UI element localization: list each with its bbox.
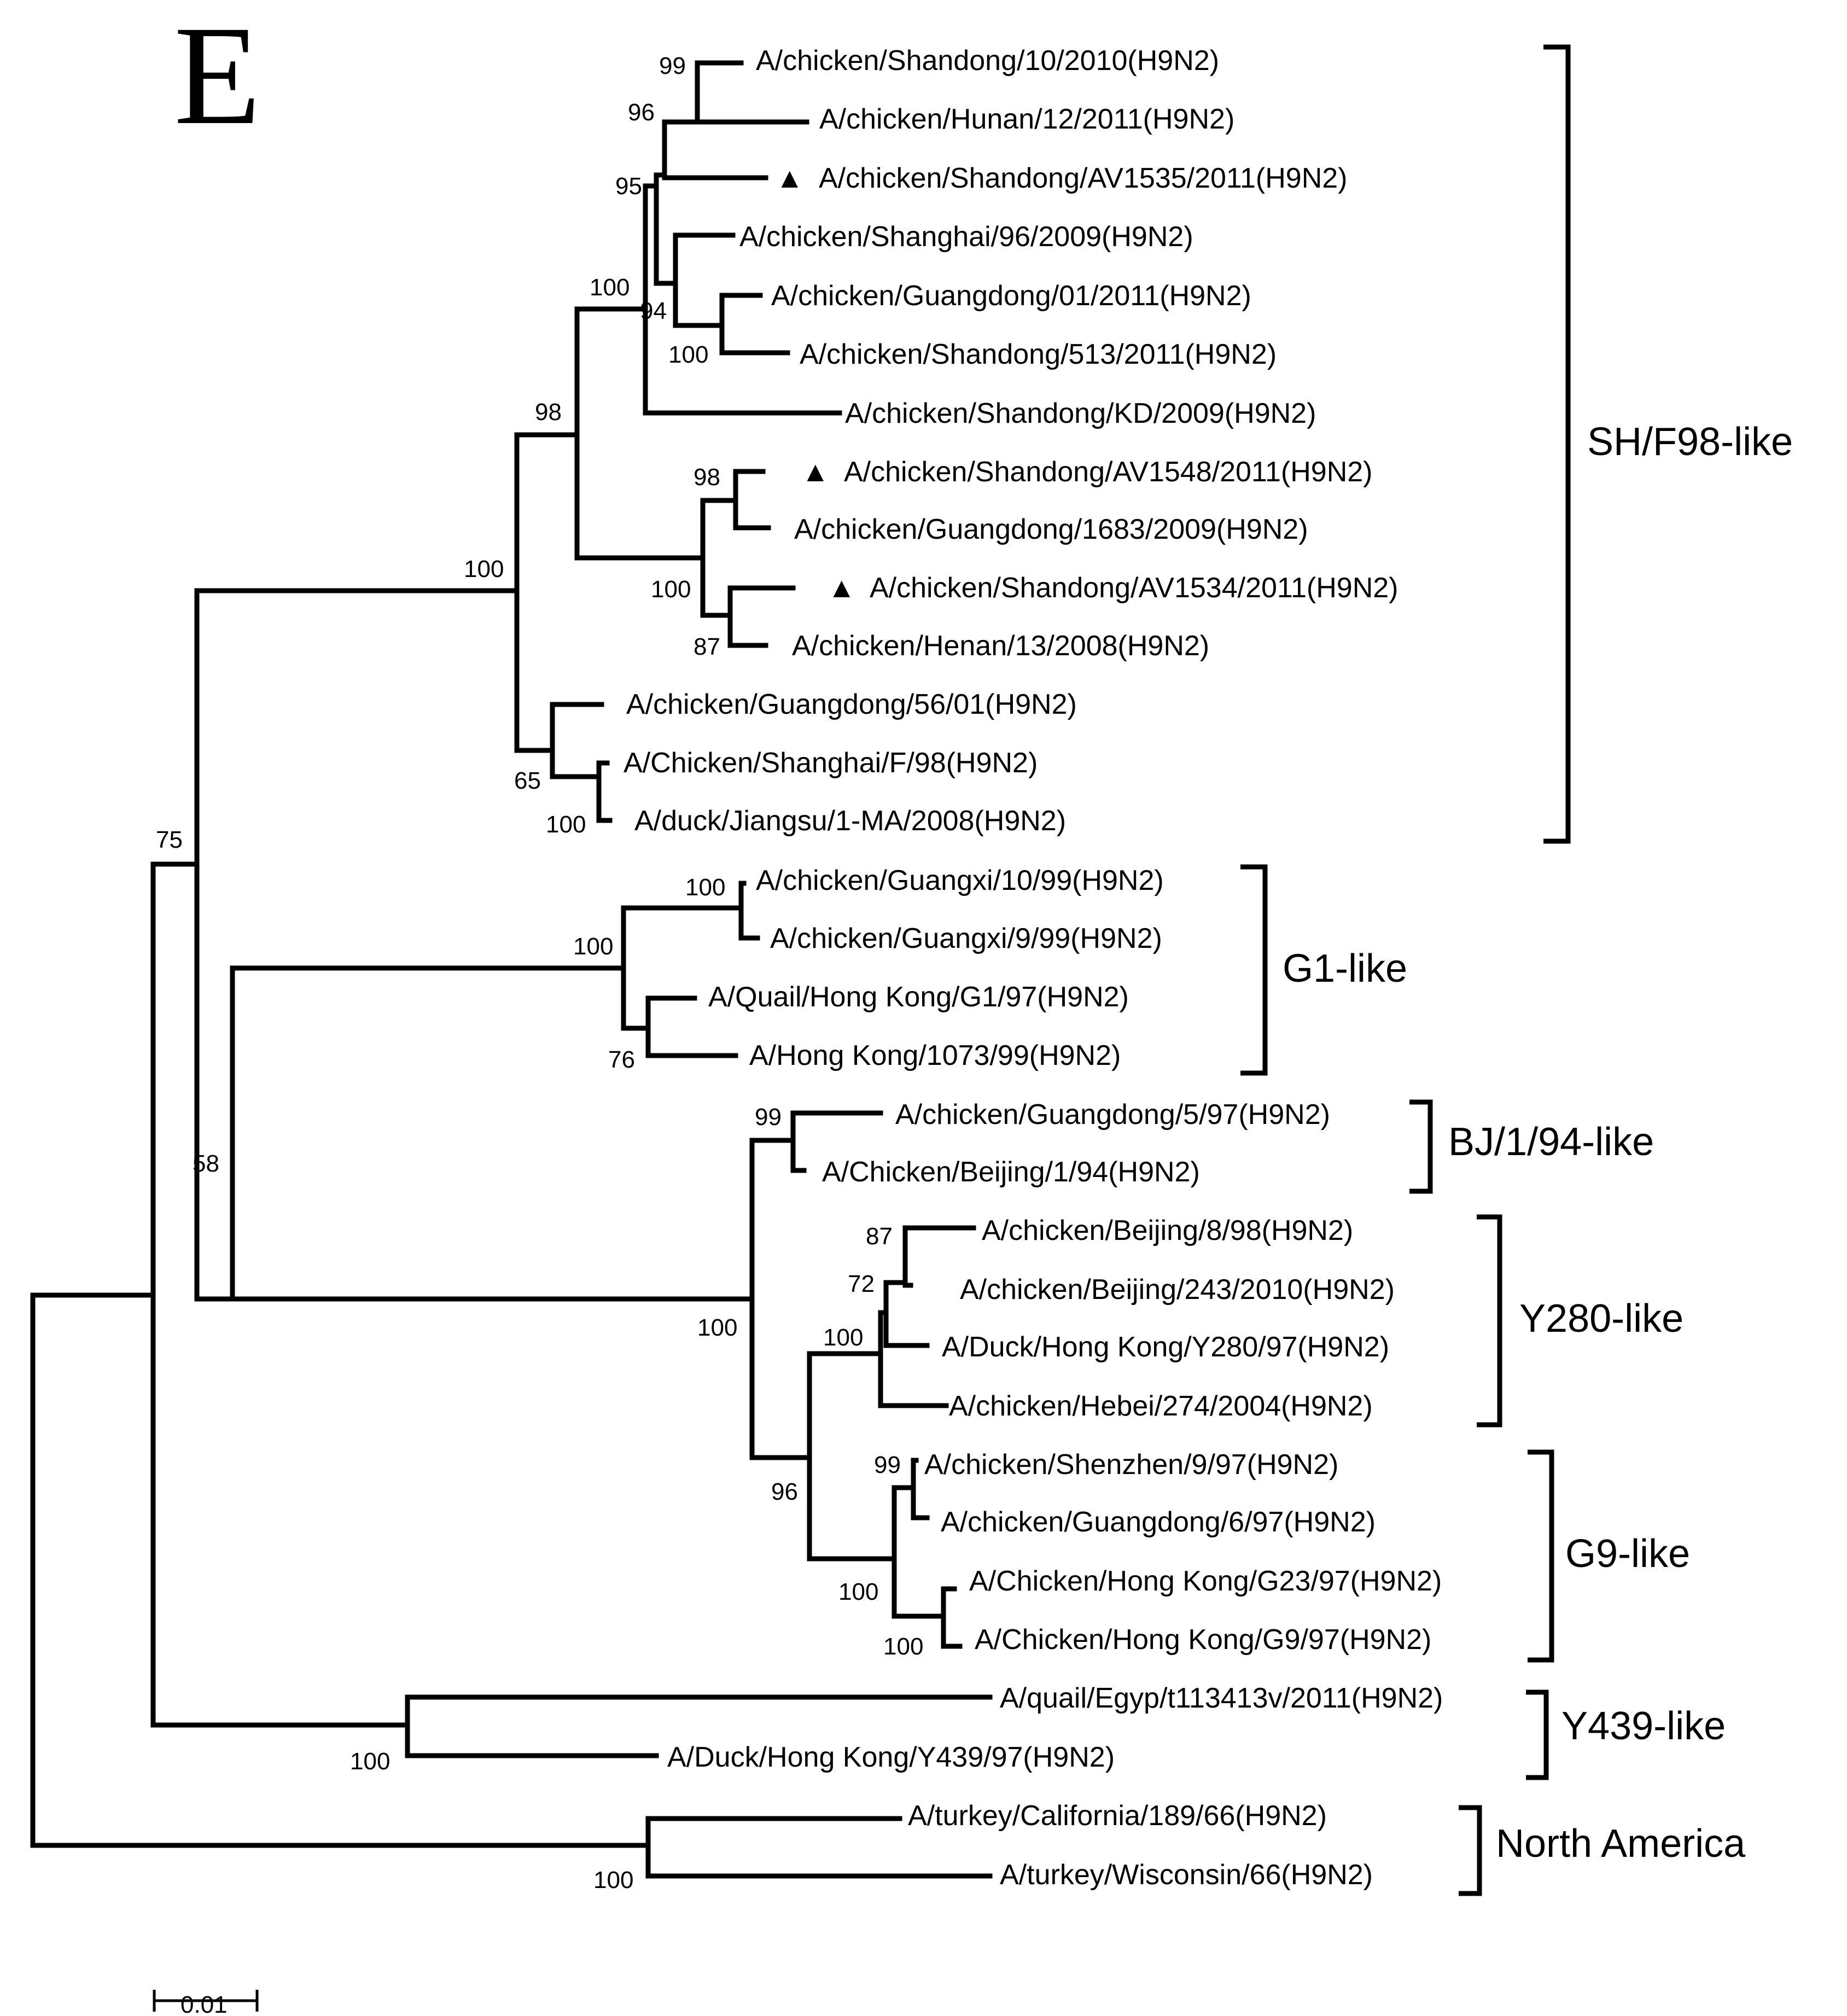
taxon-label: A/chicken/Shandong/AV1534/2011(H9N2): [870, 572, 1399, 604]
taxon-label: A/Chicken/Hong Kong/G9/97(H9N2): [975, 1624, 1431, 1656]
bootstrap-label: 87: [866, 1223, 893, 1250]
bootstrap-label: 100: [651, 576, 691, 603]
bootstrap-label: 99: [874, 1452, 901, 1478]
bootstrap-label: 100: [593, 1867, 633, 1893]
taxon-label: A/chicken/Guangdong/56/01(H9N2): [626, 689, 1077, 720]
bootstrap-label: 100: [573, 933, 613, 960]
bootstrap-label: 96: [628, 99, 655, 126]
bootstrap-label: 58: [193, 1150, 219, 1177]
tree-branches: [30, 60, 993, 1879]
taxon-label: A/turkey/Wisconsin/66(H9N2): [1000, 1859, 1373, 1891]
taxon-label: A/chicken/Shenzhen/9/97(H9N2): [924, 1449, 1338, 1481]
scale-bar-label: 0.01: [180, 1991, 228, 2016]
taxon-label: A/chicken/Shandong/KD/2009(H9N2): [845, 398, 1316, 429]
clade-bracket-north-america: [1459, 1805, 1482, 1896]
taxon-labels: A/chicken/Shandong/10/2010(H9N2) A/chick…: [624, 45, 1443, 1891]
bootstrap-label: 100: [590, 274, 630, 301]
clade-labels: SH/F98-like G1-like BJ/1/94-like Y280-li…: [1283, 420, 1793, 1866]
taxon-label: A/duck/Jiangsu/1-MA/2008(H9N2): [634, 805, 1066, 837]
taxon-label: A/chicken/Guangxi/10/99(H9N2): [756, 865, 1164, 896]
bootstrap-label: 96: [771, 1478, 798, 1505]
bootstrap-label: 94: [640, 298, 667, 324]
taxon-label: A/chicken/Henan/13/2008(H9N2): [792, 630, 1209, 662]
taxon-label: A/chicken/Guangdong/5/97(H9N2): [895, 1099, 1330, 1131]
clade-label-y439: Y439-like: [1561, 1704, 1726, 1748]
taxon-label: A/Duck/Hong Kong/Y439/97(H9N2): [667, 1741, 1115, 1773]
bootstrap-label: 100: [883, 1633, 923, 1660]
bootstrap-label: 98: [535, 399, 562, 426]
clade-bracket-g9: [1528, 1449, 1554, 1663]
bootstrap-label: 100: [697, 1314, 737, 1341]
bootstrap-label: 65: [514, 767, 541, 794]
triangle-marker-icon: ▲: [828, 572, 855, 604]
taxon-label: A/chicken/Hebei/274/2004(H9N2): [949, 1390, 1373, 1422]
bootstrap-label: 100: [546, 811, 586, 838]
taxon-label: A/chicken/Shandong/10/2010(H9N2): [756, 45, 1219, 77]
taxon-label: A/chicken/Beijing/8/98(H9N2): [982, 1215, 1353, 1246]
clade-bracket-y439: [1526, 1689, 1549, 1780]
clade-label-bj194: BJ/1/94-like: [1448, 1120, 1654, 1164]
taxon-label: A/chicken/Guangdong/6/97(H9N2): [941, 1506, 1376, 1538]
taxon-label: A/chicken/Guangdong/01/2011(H9N2): [771, 280, 1251, 312]
clade-label-north-america: North America: [1496, 1822, 1746, 1866]
clade-label-g9: G9-like: [1565, 1532, 1690, 1576]
clade-brackets: [1240, 44, 1571, 1896]
taxon-label: A/chicken/Hunan/12/2011(H9N2): [819, 103, 1234, 135]
clade-bracket-sh-f98: [1543, 44, 1571, 844]
bootstrap-label: 100: [350, 1748, 390, 1775]
bootstrap-values: 99 96 95 100 94 100 98 98 100 87 100 65 …: [156, 53, 923, 1893]
bootstrap-label: 100: [823, 1324, 863, 1351]
taxon-label: A/chicken/Shandong/AV1535/2011(H9N2): [819, 162, 1348, 194]
clade-bracket-y280: [1477, 1214, 1502, 1427]
bootstrap-label: 75: [156, 826, 183, 853]
taxon-label: A/chicken/Shanghai/96/2009(H9N2): [739, 221, 1193, 253]
bootstrap-label: 100: [668, 341, 708, 368]
taxon-label: A/chicken/Guangdong/1683/2009(H9N2): [794, 514, 1308, 545]
taxon-label: A/Chicken/Shanghai/F/98(H9N2): [624, 747, 1038, 779]
scale-bar: 0.01: [153, 1990, 259, 2016]
taxon-label: A/Hong Kong/1073/99(H9N2): [749, 1040, 1121, 1071]
bootstrap-label: 95: [615, 173, 642, 200]
triangle-marker-icon: ▲: [801, 456, 829, 488]
taxon-label: A/chicken/Beijing/243/2010(H9N2): [960, 1274, 1395, 1306]
taxon-label: A/chicken/Shandong/513/2011(H9N2): [800, 339, 1277, 370]
bootstrap-label: 100: [685, 874, 725, 901]
taxon-label: A/chicken/Shandong/AV1548/2011(H9N2): [844, 456, 1373, 488]
bootstrap-label: 100: [464, 556, 504, 582]
taxon-label: A/Chicken/Beijing/1/94(H9N2): [822, 1156, 1200, 1188]
clade-bracket-g1: [1240, 864, 1268, 1076]
taxon-label: A/chicken/Guangxi/9/99(H9N2): [770, 923, 1162, 954]
marker-triangles: ▲ ▲ ▲: [776, 162, 855, 604]
taxon-label: A/Duck/Hong Kong/Y280/97(H9N2): [942, 1331, 1389, 1363]
taxon-label: A/quail/Egyp/t113413v/2011(H9N2): [1000, 1682, 1443, 1714]
clade-label-g1: G1-like: [1283, 947, 1407, 990]
bootstrap-label: 87: [694, 633, 720, 660]
taxon-label: A/turkey/California/189/66(H9N2): [908, 1800, 1327, 1832]
clade-label-y280: Y280-like: [1519, 1297, 1683, 1341]
taxon-label: A/Chicken/Hong Kong/G23/97(H9N2): [969, 1565, 1442, 1597]
bootstrap-label: 76: [608, 1046, 635, 1073]
panel-label: E: [174, 0, 261, 154]
clade-label-sh-f98: SH/F98-like: [1587, 420, 1793, 464]
bootstrap-label: 72: [848, 1271, 875, 1297]
bootstrap-label: 99: [755, 1104, 782, 1131]
clade-bracket-bj194: [1409, 1099, 1433, 1194]
taxon-label: A/Quail/Hong Kong/G1/97(H9N2): [708, 981, 1129, 1013]
bootstrap-label: 100: [838, 1578, 878, 1605]
triangle-marker-icon: ▲: [776, 162, 803, 194]
bootstrap-label: 99: [659, 53, 686, 79]
bootstrap-label: 98: [694, 464, 720, 491]
